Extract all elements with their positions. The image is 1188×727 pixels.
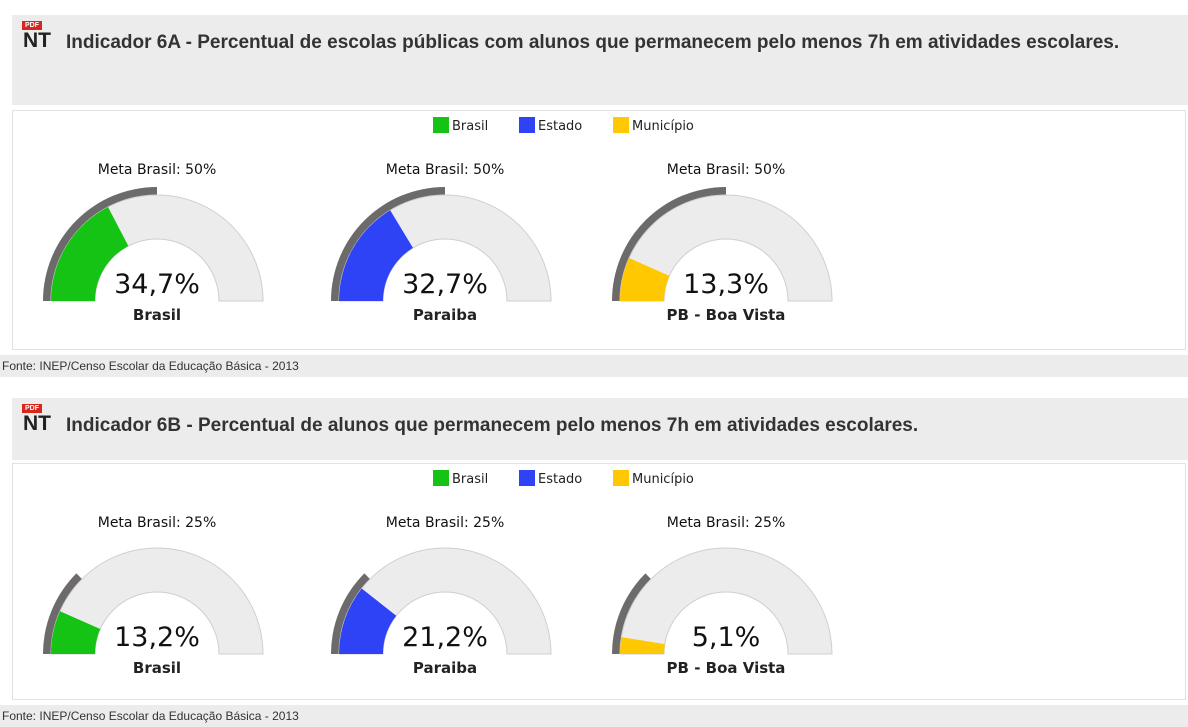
chart-panel: Brasil Estado Município Meta Brasil: 50% 34,… xyxy=(12,110,1186,350)
gauge-label: Paraiba xyxy=(413,659,477,677)
gauge-fill xyxy=(51,207,129,301)
meta-label: Meta Brasil: 50% xyxy=(98,162,217,178)
meta-label: Meta Brasil: 50% xyxy=(667,162,786,178)
gauge-fill xyxy=(620,637,665,654)
legend-swatch xyxy=(613,117,629,133)
meta-label: Meta Brasil: 50% xyxy=(386,162,505,178)
legend-label: Município xyxy=(632,472,694,487)
pdf-icon: PDF NT xyxy=(22,404,56,435)
section-header: PDF NT Indicador 6B - Percentual de alunos… xyxy=(12,398,1188,460)
pdf-tag: PDF xyxy=(22,404,42,413)
source-note: Fonte: INEP/Censo Escolar da Educação Bá… xyxy=(0,705,1188,727)
goal-band xyxy=(43,187,157,301)
legend-swatch xyxy=(433,117,449,133)
pdf-icon: PDF NT xyxy=(22,21,56,52)
nt-label: NT xyxy=(23,29,51,52)
legend-swatch xyxy=(613,470,629,486)
legend-label: Brasil xyxy=(452,472,488,487)
gauge-value: 13,2% xyxy=(114,622,200,653)
gauge-fill xyxy=(339,210,413,301)
legend-label: Estado xyxy=(538,472,582,487)
goal-band xyxy=(612,187,726,301)
nt-label: NT xyxy=(23,412,51,435)
gauge-fill xyxy=(339,588,397,654)
legend-label: Brasil xyxy=(452,119,488,134)
legend-label: Estado xyxy=(538,119,582,134)
gauge-label: Brasil xyxy=(133,306,181,324)
gauge-background xyxy=(50,547,264,655)
goal-band xyxy=(331,187,445,301)
gauge-label: Brasil xyxy=(133,659,181,677)
gauge-value: 5,1% xyxy=(692,622,761,653)
gauge-label: PB - Boa Vista xyxy=(667,306,786,324)
gauge-background xyxy=(338,547,552,655)
gauge-value: 13,3% xyxy=(683,269,769,300)
gauge-value: 34,7% xyxy=(114,269,200,300)
gauges: Brasil Estado Município Meta Brasil: 50% 34,… xyxy=(43,117,833,324)
gauge-label: PB - Boa Vista xyxy=(667,659,786,677)
section-title: Indicador 6B - Percentual de alunos que … xyxy=(66,415,919,436)
legend-label: Município xyxy=(632,119,694,134)
meta-label: Meta Brasil: 25% xyxy=(667,515,786,531)
chart-panel: Brasil Estado Município Meta Brasil: 25% 13,… xyxy=(12,463,1186,700)
gauge-background xyxy=(619,547,833,655)
source-note: Fonte: INEP/Censo Escolar da Educação Bá… xyxy=(0,355,1188,377)
meta-label: Meta Brasil: 25% xyxy=(386,515,505,531)
gauge-value: 32,7% xyxy=(402,269,488,300)
legend-swatch xyxy=(519,470,535,486)
pdf-tag: PDF xyxy=(22,21,42,30)
gauge-fill xyxy=(620,257,670,301)
legend-swatch xyxy=(519,117,535,133)
section-header: PDF NT Indicador 6A - Percentual de escola… xyxy=(12,15,1188,105)
gauges: Brasil Estado Município Meta Brasil: 25% 13,… xyxy=(43,470,833,677)
gauge-background xyxy=(619,194,833,302)
section-title: Indicador 6A - Percentual de escolas púb… xyxy=(66,32,1120,53)
meta-label: Meta Brasil: 25% xyxy=(98,515,217,531)
gauge-label: Paraiba xyxy=(413,306,477,324)
legend-swatch xyxy=(433,470,449,486)
gauge-fill xyxy=(51,611,101,654)
gauge-value: 21,2% xyxy=(402,622,488,653)
